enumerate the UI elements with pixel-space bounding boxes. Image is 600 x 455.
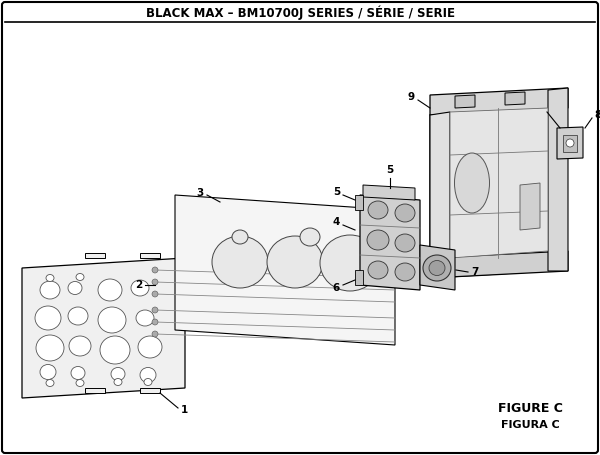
Ellipse shape bbox=[232, 230, 248, 244]
Polygon shape bbox=[563, 135, 577, 152]
Ellipse shape bbox=[140, 368, 156, 383]
Text: FIGURE C: FIGURE C bbox=[497, 401, 562, 415]
Text: 5: 5 bbox=[333, 187, 340, 197]
Text: 5: 5 bbox=[386, 165, 394, 175]
Text: BLACK MAX – BM10700J SERIES / SÉRIE / SERIE: BLACK MAX – BM10700J SERIES / SÉRIE / SE… bbox=[146, 6, 455, 20]
Ellipse shape bbox=[429, 261, 445, 275]
Ellipse shape bbox=[395, 204, 415, 222]
Polygon shape bbox=[355, 195, 363, 210]
Polygon shape bbox=[557, 127, 583, 159]
Circle shape bbox=[152, 307, 158, 313]
Ellipse shape bbox=[212, 236, 268, 288]
Ellipse shape bbox=[111, 368, 125, 380]
Ellipse shape bbox=[368, 261, 388, 279]
Ellipse shape bbox=[35, 306, 61, 330]
Ellipse shape bbox=[68, 307, 88, 325]
Ellipse shape bbox=[100, 336, 130, 364]
Text: 1: 1 bbox=[181, 405, 188, 415]
Ellipse shape bbox=[144, 379, 152, 385]
Text: 8: 8 bbox=[594, 110, 600, 120]
Ellipse shape bbox=[395, 234, 415, 252]
Ellipse shape bbox=[136, 310, 154, 326]
Circle shape bbox=[152, 267, 158, 273]
Ellipse shape bbox=[138, 336, 162, 358]
Ellipse shape bbox=[267, 236, 323, 288]
Ellipse shape bbox=[76, 379, 84, 386]
Polygon shape bbox=[505, 92, 525, 105]
Ellipse shape bbox=[395, 263, 415, 281]
Text: 4: 4 bbox=[332, 217, 340, 227]
Polygon shape bbox=[85, 253, 105, 258]
Text: 3: 3 bbox=[197, 188, 204, 198]
Polygon shape bbox=[430, 88, 568, 115]
Polygon shape bbox=[140, 388, 160, 393]
Ellipse shape bbox=[40, 281, 60, 299]
Ellipse shape bbox=[98, 279, 122, 301]
Ellipse shape bbox=[320, 235, 380, 291]
Polygon shape bbox=[363, 185, 415, 200]
Ellipse shape bbox=[98, 307, 126, 333]
Text: FIGURA C: FIGURA C bbox=[500, 420, 559, 430]
Polygon shape bbox=[140, 253, 160, 258]
Text: 7: 7 bbox=[471, 267, 478, 277]
Polygon shape bbox=[22, 258, 185, 398]
Ellipse shape bbox=[368, 201, 388, 219]
Circle shape bbox=[152, 331, 158, 337]
Polygon shape bbox=[420, 245, 455, 290]
Ellipse shape bbox=[455, 153, 490, 213]
Circle shape bbox=[566, 139, 574, 147]
Text: 2: 2 bbox=[135, 280, 142, 290]
Polygon shape bbox=[430, 112, 450, 258]
Text: 6: 6 bbox=[333, 283, 340, 293]
Polygon shape bbox=[548, 88, 568, 271]
Ellipse shape bbox=[131, 280, 149, 296]
Circle shape bbox=[152, 279, 158, 285]
Polygon shape bbox=[430, 251, 568, 278]
Ellipse shape bbox=[69, 336, 91, 356]
Circle shape bbox=[152, 319, 158, 325]
Polygon shape bbox=[355, 270, 363, 285]
Polygon shape bbox=[455, 95, 475, 108]
Ellipse shape bbox=[46, 274, 54, 282]
Ellipse shape bbox=[40, 364, 56, 379]
Ellipse shape bbox=[423, 255, 451, 281]
Text: 9: 9 bbox=[408, 92, 415, 102]
Polygon shape bbox=[430, 108, 548, 278]
Polygon shape bbox=[175, 195, 395, 345]
Ellipse shape bbox=[46, 379, 54, 386]
Ellipse shape bbox=[76, 273, 84, 280]
Ellipse shape bbox=[114, 379, 122, 385]
Ellipse shape bbox=[68, 282, 82, 294]
Polygon shape bbox=[520, 183, 540, 230]
Polygon shape bbox=[360, 195, 420, 290]
Ellipse shape bbox=[36, 335, 64, 361]
Ellipse shape bbox=[71, 366, 85, 379]
Circle shape bbox=[152, 291, 158, 297]
Ellipse shape bbox=[300, 228, 320, 246]
Ellipse shape bbox=[367, 230, 389, 250]
Polygon shape bbox=[85, 388, 105, 393]
Polygon shape bbox=[450, 108, 548, 258]
